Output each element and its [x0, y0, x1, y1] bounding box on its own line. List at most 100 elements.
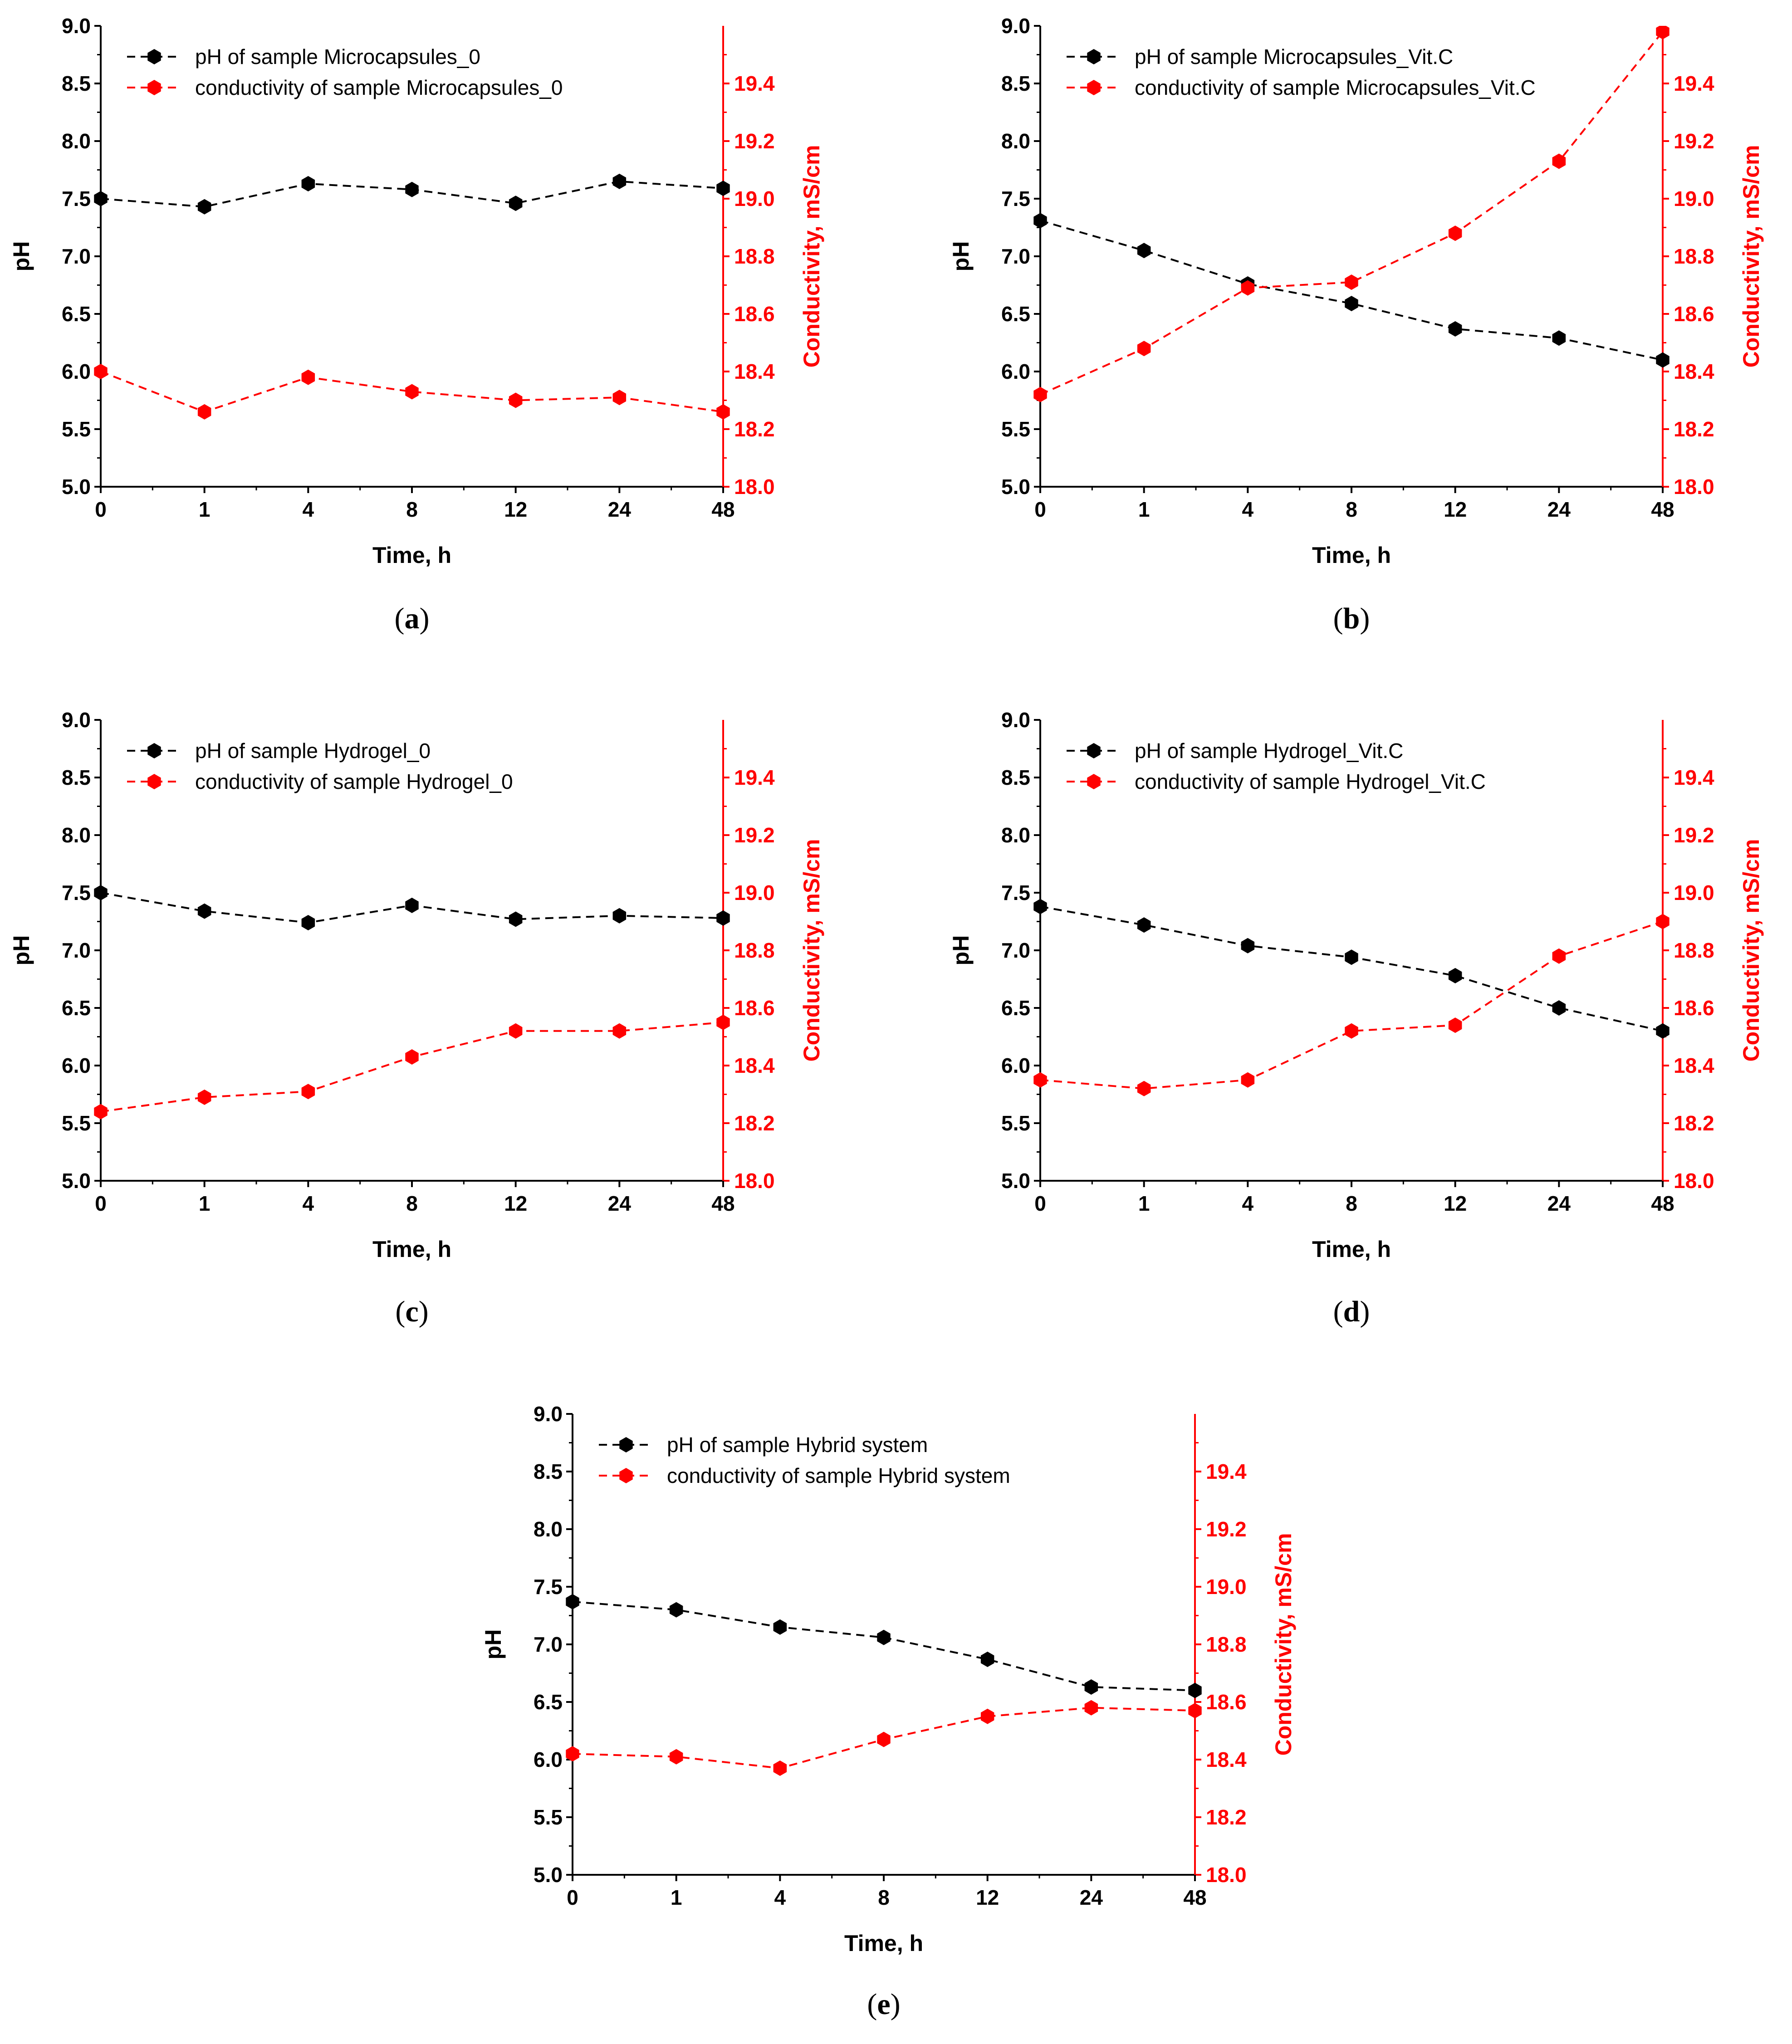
y-tick-label: 5.5	[62, 1111, 91, 1135]
y2-axis-title: Conductivity, mS/cm	[1271, 1533, 1296, 1756]
data-point	[405, 1049, 419, 1065]
legend-marker	[619, 1468, 633, 1483]
y2-tick-label: 18.4	[734, 1054, 775, 1077]
legend-label: conductivity of sample Microcapsules_0	[195, 76, 563, 99]
x-tick-label: 4	[303, 498, 314, 521]
x-tick-label: 48	[1651, 498, 1674, 521]
data-point	[197, 1089, 211, 1105]
x-tick-label: 1	[199, 498, 211, 521]
data-point	[716, 1014, 730, 1030]
x-tick-label: 24	[1547, 1192, 1571, 1215]
data-point	[301, 369, 315, 385]
y-tick-label: 6.5	[534, 1690, 563, 1714]
x-tick-label: 4	[303, 1192, 314, 1215]
y2-tick-label: 19.0	[1206, 1575, 1247, 1599]
data-point	[405, 384, 419, 400]
y-tick-label: 7.5	[534, 1575, 563, 1599]
data-point	[1552, 948, 1566, 964]
y-axis-title: pH	[948, 935, 974, 966]
x-tick-label: 8	[1346, 1192, 1357, 1215]
y-tick-label: 5.0	[1001, 475, 1030, 499]
series-line	[1040, 905, 1663, 1032]
x-tick-label: 4	[1242, 498, 1254, 521]
x-axis-title: Time, h	[1312, 1237, 1391, 1262]
y-tick-label: 5.5	[1001, 1111, 1030, 1135]
data-point	[612, 908, 627, 924]
data-point	[1188, 1682, 1202, 1698]
x-tick-label: 0	[95, 1192, 107, 1215]
series-conductivity	[1033, 26, 1670, 402]
data-point	[1033, 899, 1047, 914]
y-tick-label: 5.0	[62, 475, 91, 499]
data-point	[1137, 917, 1151, 933]
y-tick-label: 7.0	[1001, 244, 1030, 268]
data-point	[669, 1749, 683, 1765]
y-tick-label: 6.5	[62, 302, 91, 326]
y2-tick-label: 18.8	[1674, 939, 1714, 962]
x-tick-label: 0	[1034, 1192, 1046, 1215]
y-tick-label: 6.5	[1001, 996, 1030, 1020]
x-tick-label: 48	[711, 1192, 734, 1215]
x-tick-label: 1	[1138, 498, 1150, 521]
legend-marker	[1087, 743, 1101, 758]
legend-label: pH of sample Hydrogel_Vit.C	[1135, 739, 1403, 763]
data-point	[773, 1619, 787, 1635]
x-axis-title: Time, h	[1312, 543, 1391, 568]
y-tick-label: 8.5	[1001, 72, 1030, 95]
data-point	[197, 199, 211, 215]
series-ph	[94, 173, 730, 215]
y-tick-label: 5.0	[534, 1863, 563, 1887]
y2-tick-label: 18.4	[1674, 360, 1714, 383]
legend-label: conductivity of sample Hydrogel_Vit.C	[1135, 770, 1486, 793]
y-tick-label: 9.0	[62, 14, 91, 38]
y2-axis-title: Conductivity, mS/cm	[799, 839, 824, 1062]
data-point	[1448, 968, 1462, 983]
data-point	[1084, 1700, 1098, 1716]
data-point	[612, 390, 627, 406]
data-point	[509, 1023, 523, 1039]
y2-tick-label: 18.0	[1206, 1863, 1247, 1887]
y2-tick-label: 19.2	[1674, 823, 1714, 847]
legend-label: pH of sample Microcapsules_0	[195, 45, 480, 68]
legend-label: pH of sample Hydrogel_0	[195, 739, 431, 763]
data-point	[94, 364, 108, 379]
data-point	[1241, 938, 1255, 954]
data-point	[405, 181, 419, 197]
y-tick-label: 7.0	[62, 244, 91, 268]
y2-tick-label: 18.0	[1674, 475, 1714, 499]
x-tick-label: 12	[976, 1886, 999, 1909]
x-tick-label: 12	[504, 498, 527, 521]
series-conductivity	[1033, 914, 1670, 1096]
y-tick-label: 5.0	[1001, 1169, 1030, 1193]
data-point	[509, 392, 523, 408]
y-tick-label: 7.5	[62, 881, 91, 905]
legend-marker	[1087, 80, 1101, 95]
data-point	[1656, 1023, 1670, 1039]
y-tick-label: 9.0	[1001, 14, 1030, 38]
data-point	[1137, 341, 1151, 357]
data-point	[980, 1652, 994, 1667]
y2-tick-label: 19.0	[734, 881, 775, 905]
data-point	[566, 1746, 579, 1762]
y-tick-label: 6.5	[1001, 302, 1030, 326]
y2-tick-label: 18.4	[1206, 1748, 1247, 1771]
y-tick-label: 8.0	[62, 129, 91, 153]
y2-tick-label: 18.2	[1674, 417, 1714, 441]
data-point	[716, 181, 730, 196]
y-axis-title: pH	[9, 241, 34, 272]
data-point	[1656, 352, 1670, 368]
y2-tick-label: 18.2	[734, 1111, 775, 1135]
y-tick-label: 7.0	[1001, 939, 1030, 962]
y-tick-label: 8.5	[534, 1460, 563, 1483]
series-conductivity	[566, 1700, 1202, 1776]
data-point	[1084, 1679, 1098, 1695]
y-axis-title: pH	[948, 241, 974, 272]
data-point	[1137, 1081, 1151, 1096]
data-point	[716, 910, 730, 926]
y-tick-label: 8.5	[62, 766, 91, 789]
y2-tick-label: 19.4	[1674, 766, 1714, 789]
y-tick-label: 6.0	[62, 1054, 91, 1077]
data-point	[877, 1731, 891, 1747]
legend-marker	[147, 49, 161, 64]
